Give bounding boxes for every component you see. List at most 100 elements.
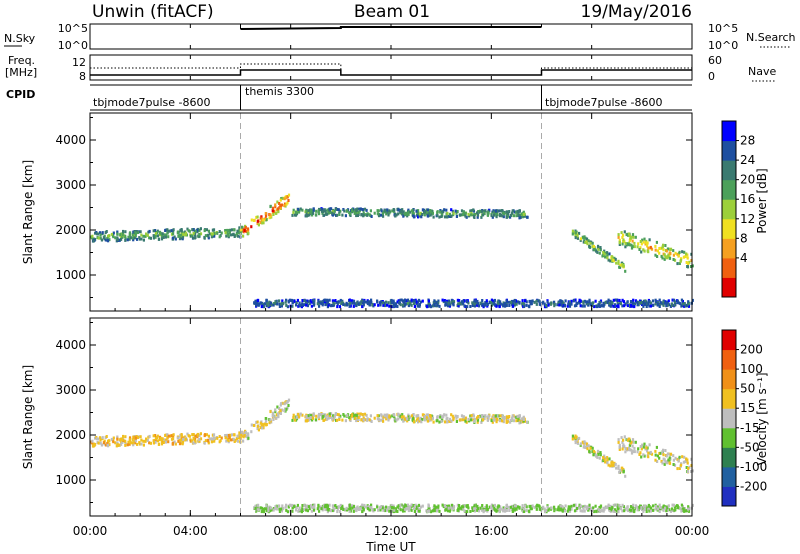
power-cell xyxy=(687,304,691,308)
velocity-cell xyxy=(583,504,586,508)
power-cell xyxy=(285,196,288,200)
power-cell xyxy=(537,299,540,303)
power-cell xyxy=(518,209,521,213)
velocity-cell xyxy=(293,504,296,508)
velocity-cell xyxy=(160,439,163,443)
power-cell xyxy=(329,210,332,214)
power-cell xyxy=(612,258,615,262)
power-cell xyxy=(144,234,147,238)
velocity-cell xyxy=(337,413,340,417)
velocity-cell xyxy=(277,412,280,416)
power-cell xyxy=(266,302,269,306)
power-cell xyxy=(256,215,259,219)
power-cell xyxy=(403,212,406,216)
velocity-cell xyxy=(326,510,329,514)
velocity-cell xyxy=(509,418,512,422)
power-cell xyxy=(192,236,195,240)
velocity-cell xyxy=(462,505,465,509)
power-colorbar-label: Power [dB] xyxy=(755,168,769,233)
power-cell xyxy=(507,211,510,215)
velocity-cell xyxy=(265,504,268,508)
velocity-cell xyxy=(450,413,453,417)
power-cell xyxy=(664,244,667,247)
power-cell xyxy=(690,265,693,268)
power-cell xyxy=(285,202,288,206)
power-cell xyxy=(309,299,312,303)
power-cell xyxy=(299,207,302,211)
power-cell xyxy=(306,304,309,308)
velocity-cell xyxy=(187,434,190,438)
velocity-cell xyxy=(537,504,540,508)
velocity-cell xyxy=(647,455,650,459)
power-cell xyxy=(602,301,605,305)
power-cell xyxy=(490,300,493,304)
velocity-cell xyxy=(388,414,391,418)
cpid-segment-label-1: tbjmode7pulse -8600 xyxy=(93,96,211,109)
velocity-cell xyxy=(392,413,395,416)
velocity-cell xyxy=(203,441,206,445)
power-cell xyxy=(637,242,640,246)
velocity-cell xyxy=(116,435,119,439)
power-cell xyxy=(591,304,594,308)
velocity-cell xyxy=(388,416,391,420)
velocity-cell xyxy=(612,503,615,507)
power-cell xyxy=(512,304,515,308)
power-cell xyxy=(142,234,145,238)
velocity-cell xyxy=(616,506,619,510)
velocity-cell xyxy=(662,453,665,457)
velocity-cell xyxy=(543,507,546,511)
power-cell xyxy=(656,255,659,258)
velocity-cell xyxy=(157,442,160,446)
velocity-cell xyxy=(654,449,657,453)
beam-title: Beam 01 xyxy=(354,2,430,22)
velocity-cell xyxy=(235,437,238,440)
power-cell xyxy=(106,236,109,240)
velocity-cell xyxy=(277,415,280,419)
power-cell xyxy=(257,298,260,302)
power-cell xyxy=(332,301,335,305)
y-tick-label: 2000 xyxy=(55,428,86,442)
power-cell xyxy=(134,236,137,240)
power-cell xyxy=(678,262,681,265)
velocity-cell xyxy=(547,508,550,512)
velocity-cell xyxy=(172,433,175,437)
power-cell xyxy=(330,207,333,211)
power-cell xyxy=(691,264,694,268)
velocity-cell xyxy=(516,505,519,509)
power-cell xyxy=(618,243,621,246)
velocity-cell xyxy=(357,507,360,511)
power-cell xyxy=(686,265,689,269)
velocity-cell xyxy=(275,504,278,508)
velocity-cell xyxy=(658,503,661,507)
power-cell xyxy=(269,205,272,209)
velocity-cell xyxy=(612,463,615,467)
velocity-cell xyxy=(263,507,266,511)
velocity-cell xyxy=(255,420,258,424)
power-cell xyxy=(306,299,309,303)
power-cell xyxy=(678,250,681,254)
velocity-cell xyxy=(181,442,184,446)
power-cell xyxy=(560,303,563,307)
power-cell xyxy=(284,204,287,208)
power-cell xyxy=(597,244,600,248)
velocity-cell xyxy=(518,505,521,509)
velocity-cell xyxy=(426,510,429,513)
power-cell xyxy=(515,214,518,218)
power-cell xyxy=(472,208,475,212)
time-axis-label: Time UT xyxy=(365,540,416,554)
velocity-cell xyxy=(447,506,450,510)
power-cell xyxy=(452,302,455,306)
velocity-cell xyxy=(622,505,625,509)
power-cell xyxy=(427,299,430,303)
velocity-cell xyxy=(643,505,646,509)
power-cell xyxy=(333,212,336,216)
power-cell xyxy=(122,229,125,233)
velocity-cell xyxy=(292,416,295,419)
power-cell xyxy=(481,303,484,307)
power-cell xyxy=(92,239,95,243)
velocity-cell xyxy=(135,435,138,438)
power-cell xyxy=(295,303,298,307)
velocity-cell xyxy=(394,509,397,513)
velocity-cell xyxy=(529,506,532,510)
power-cell xyxy=(383,209,386,213)
